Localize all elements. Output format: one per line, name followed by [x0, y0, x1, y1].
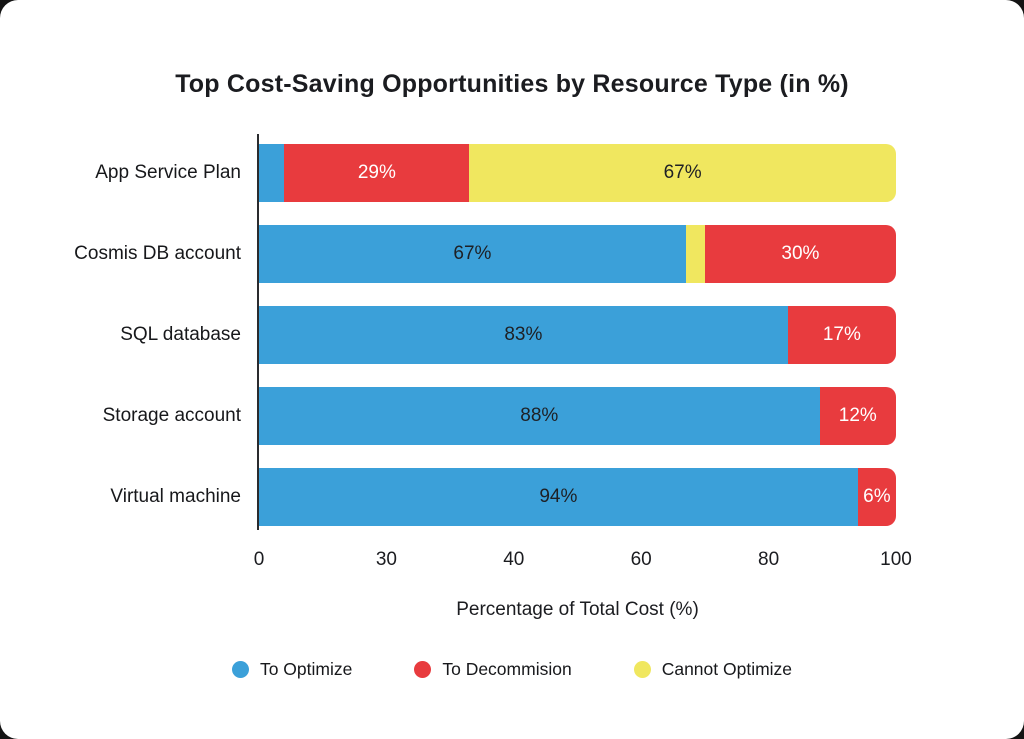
bar-value-label: 67%: [663, 162, 702, 183]
bar-value-label: 67%: [453, 243, 492, 264]
bar-value-label: 12%: [838, 405, 877, 426]
legend-item-to-optimize: To Optimize: [231, 659, 353, 680]
bars-container: 29% 67% 67% 30% 83% 17% 88% 12% 94% 6%: [259, 144, 896, 526]
legend-label: To Decommision: [442, 659, 572, 679]
bar-segment-to-decommision: 29%: [284, 144, 470, 202]
x-axis-title-wrap: Percentage of Total Cost (%): [259, 599, 896, 621]
x-tick-label-60: 60: [630, 549, 652, 570]
legend-item-cannot-optimize: Cannot Optimize: [633, 659, 793, 680]
bar-segment-to-optimize: 83%: [259, 306, 788, 364]
bar-segment-to-optimize: [259, 144, 285, 202]
category-label-sql-database: SQL database: [120, 324, 241, 345]
bar-segment-to-decommision: 17%: [787, 306, 896, 364]
x-tick-label-0: 0: [253, 549, 265, 570]
category-label-virtual-machine: Virtual machine: [110, 486, 241, 507]
legend-label: Cannot Optimize: [661, 659, 793, 679]
legend-dot-icon: [231, 661, 249, 678]
bar-row-cosmis-db-account: 67% 30%: [259, 225, 896, 283]
bar-value-label: 94%: [539, 486, 578, 507]
bar-segment-to-optimize: 67%: [259, 225, 686, 283]
x-tick-label-100: 100: [880, 549, 912, 570]
bar-value-label: 83%: [504, 324, 543, 345]
bar-row-sql-database: 83% 17%: [259, 306, 896, 364]
legend-dot-icon: [414, 661, 432, 678]
legend-dot-icon: [633, 661, 651, 678]
bar-row-storage-account: 88% 12%: [259, 387, 896, 445]
category-labels-column: App Service Plan Cosmis DB account SQL dat…: [0, 144, 259, 575]
y-axis-line: [257, 134, 259, 530]
legend: To Optimize To Decommision Cannot Optimize: [0, 659, 1024, 680]
legend-item-to-decommision: To Decommision: [414, 659, 572, 680]
x-tick-label-40: 40: [503, 549, 525, 570]
bar-value-label: 6%: [863, 486, 891, 507]
x-tick-label-80: 80: [758, 549, 780, 570]
x-axis-tick-labels: 0 30 40 60 80 100: [254, 549, 912, 575]
bar-segment-to-decommision: 12%: [819, 387, 896, 445]
bar-row-virtual-machine: 94% 6%: [259, 468, 896, 526]
legend-label: To Optimize: [259, 659, 353, 679]
plot-area: 29% 67% 67% 30% 83% 17% 88% 12% 94% 6% 0 30 40 60 80 1…: [254, 134, 912, 575]
bar-segment-cannot-optimize: 67%: [469, 144, 896, 202]
category-label-app-service-plan: App Service Plan: [95, 162, 241, 183]
bar-segment-to-decommision: 30%: [704, 225, 896, 283]
bar-segment-to-decommision: 6%: [857, 468, 896, 526]
bar-segment-cannot-optimize: [685, 225, 705, 283]
category-label-cosmis-db-account: Cosmis DB account: [74, 243, 241, 264]
bar-value-label: 88%: [520, 405, 559, 426]
x-axis-title: Percentage of Total Cost (%): [456, 599, 699, 620]
bar-value-label: 30%: [781, 243, 820, 264]
bar-row-app-service-plan: 29% 67%: [259, 144, 896, 202]
bar-value-label: 29%: [357, 162, 396, 183]
bar-segment-to-optimize: 94%: [259, 468, 858, 526]
bar-segment-to-optimize: 88%: [259, 387, 820, 445]
bar-value-label: 17%: [822, 324, 861, 345]
chart-area: App Service Plan Cosmis DB account SQL dat…: [0, 134, 1024, 575]
x-tick-label-30: 30: [375, 549, 397, 570]
category-label-storage-account: Storage account: [102, 405, 241, 426]
chart-title: Top Cost-Saving Opportunities by Resourc…: [175, 70, 849, 98]
